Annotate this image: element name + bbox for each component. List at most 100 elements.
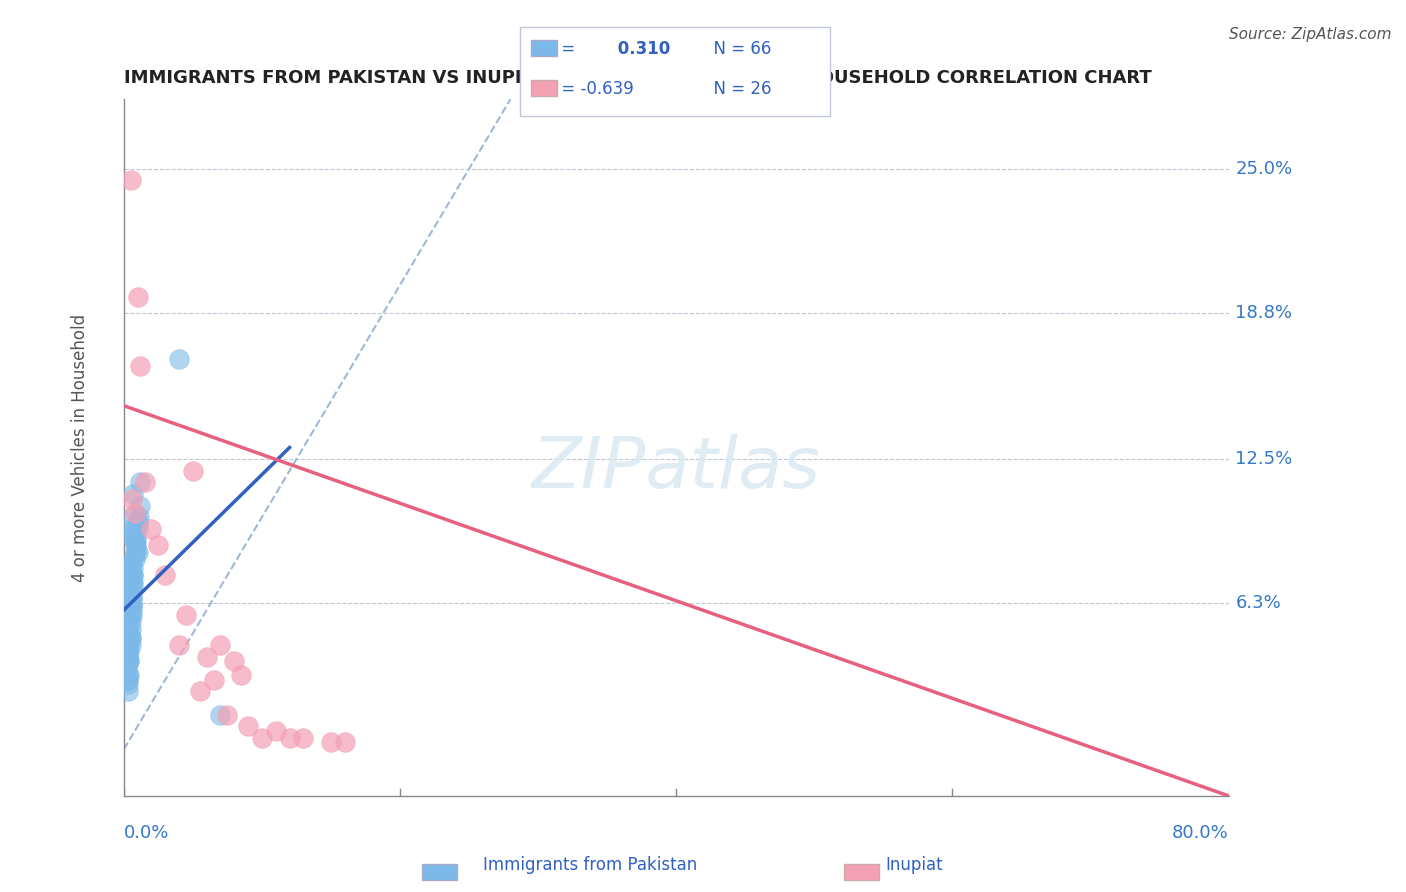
Text: 12.5%: 12.5% bbox=[1236, 450, 1292, 468]
Text: Inupiat: Inupiat bbox=[886, 856, 942, 874]
Point bbox=[121, 607, 143, 622]
Point bbox=[117, 677, 139, 691]
Point bbox=[115, 580, 138, 594]
Point bbox=[124, 533, 146, 548]
Point bbox=[127, 545, 149, 559]
Point bbox=[120, 561, 142, 575]
Point bbox=[122, 487, 145, 501]
Point bbox=[127, 522, 149, 536]
Point bbox=[167, 352, 190, 367]
Point bbox=[120, 622, 142, 636]
Point bbox=[250, 731, 273, 745]
Point bbox=[121, 599, 143, 613]
Point bbox=[202, 673, 225, 687]
Point bbox=[118, 631, 141, 645]
Text: 4 or more Vehicles in Household: 4 or more Vehicles in Household bbox=[70, 313, 89, 582]
Point bbox=[125, 538, 148, 552]
Text: Source: ZipAtlas.com: Source: ZipAtlas.com bbox=[1229, 27, 1392, 42]
Point bbox=[129, 499, 152, 513]
Point bbox=[174, 607, 197, 622]
Point bbox=[121, 599, 143, 613]
Point bbox=[127, 515, 149, 529]
Point bbox=[118, 654, 141, 668]
Point bbox=[117, 673, 139, 687]
Text: 6.3%: 6.3% bbox=[1236, 594, 1281, 612]
Text: R = -0.639: R = -0.639 bbox=[534, 80, 634, 98]
Point bbox=[124, 506, 146, 520]
Point bbox=[117, 649, 139, 664]
Point bbox=[120, 529, 142, 543]
Point bbox=[118, 626, 141, 640]
Point bbox=[129, 475, 152, 490]
Point bbox=[122, 575, 145, 590]
Point bbox=[231, 668, 253, 682]
Point bbox=[217, 707, 239, 722]
Point bbox=[120, 631, 142, 645]
Text: N = 26: N = 26 bbox=[703, 80, 772, 98]
Point bbox=[292, 731, 315, 745]
Point bbox=[117, 638, 139, 652]
Point bbox=[148, 538, 170, 552]
Text: 0.310: 0.310 bbox=[612, 40, 669, 58]
Point bbox=[121, 491, 143, 506]
Point bbox=[129, 359, 152, 374]
Point bbox=[121, 510, 143, 524]
Point bbox=[122, 568, 145, 582]
Point bbox=[120, 173, 142, 187]
Point bbox=[117, 603, 139, 617]
Point bbox=[127, 289, 149, 303]
Point bbox=[128, 510, 150, 524]
Point bbox=[209, 638, 232, 652]
Point bbox=[125, 533, 148, 548]
Point bbox=[118, 638, 141, 652]
Point bbox=[319, 735, 342, 749]
Point bbox=[118, 654, 141, 668]
Point bbox=[121, 591, 143, 606]
Point bbox=[209, 707, 232, 722]
Point bbox=[188, 684, 211, 698]
Point bbox=[181, 464, 204, 478]
Point bbox=[115, 673, 138, 687]
Point bbox=[115, 661, 138, 675]
Point bbox=[264, 723, 287, 738]
Point bbox=[333, 735, 356, 749]
Point bbox=[124, 552, 146, 566]
Text: R =: R = bbox=[534, 40, 581, 58]
Point bbox=[120, 522, 142, 536]
Point bbox=[122, 552, 145, 566]
Point bbox=[195, 649, 218, 664]
Point bbox=[120, 631, 142, 645]
Text: 0.0%: 0.0% bbox=[124, 823, 169, 842]
Point bbox=[117, 684, 139, 698]
Point bbox=[121, 599, 143, 613]
Point bbox=[118, 557, 141, 571]
Point bbox=[118, 668, 141, 682]
Point bbox=[122, 568, 145, 582]
Text: 25.0%: 25.0% bbox=[1236, 160, 1292, 178]
Point bbox=[167, 638, 190, 652]
Point bbox=[124, 533, 146, 548]
Point bbox=[117, 654, 139, 668]
Point bbox=[121, 603, 143, 617]
Point bbox=[125, 545, 148, 559]
Point bbox=[124, 522, 146, 536]
Point bbox=[121, 584, 143, 599]
Text: ZIPatlas: ZIPatlas bbox=[531, 434, 821, 503]
Point bbox=[224, 654, 246, 668]
Point bbox=[118, 615, 141, 629]
Point bbox=[120, 568, 142, 582]
Point bbox=[117, 645, 139, 659]
Point bbox=[124, 538, 146, 552]
Point bbox=[121, 591, 143, 606]
Point bbox=[124, 545, 146, 559]
Point bbox=[122, 580, 145, 594]
Point bbox=[236, 719, 259, 733]
Point bbox=[155, 568, 177, 582]
Point bbox=[127, 515, 149, 529]
Text: 18.8%: 18.8% bbox=[1236, 304, 1292, 322]
Text: N = 66: N = 66 bbox=[703, 40, 772, 58]
Text: Immigrants from Pakistan: Immigrants from Pakistan bbox=[484, 856, 697, 874]
Point bbox=[121, 575, 143, 590]
Text: IMMIGRANTS FROM PAKISTAN VS INUPIAT 4 OR MORE VEHICLES IN HOUSEHOLD CORRELATION : IMMIGRANTS FROM PAKISTAN VS INUPIAT 4 OR… bbox=[124, 69, 1152, 87]
Point bbox=[120, 615, 142, 629]
